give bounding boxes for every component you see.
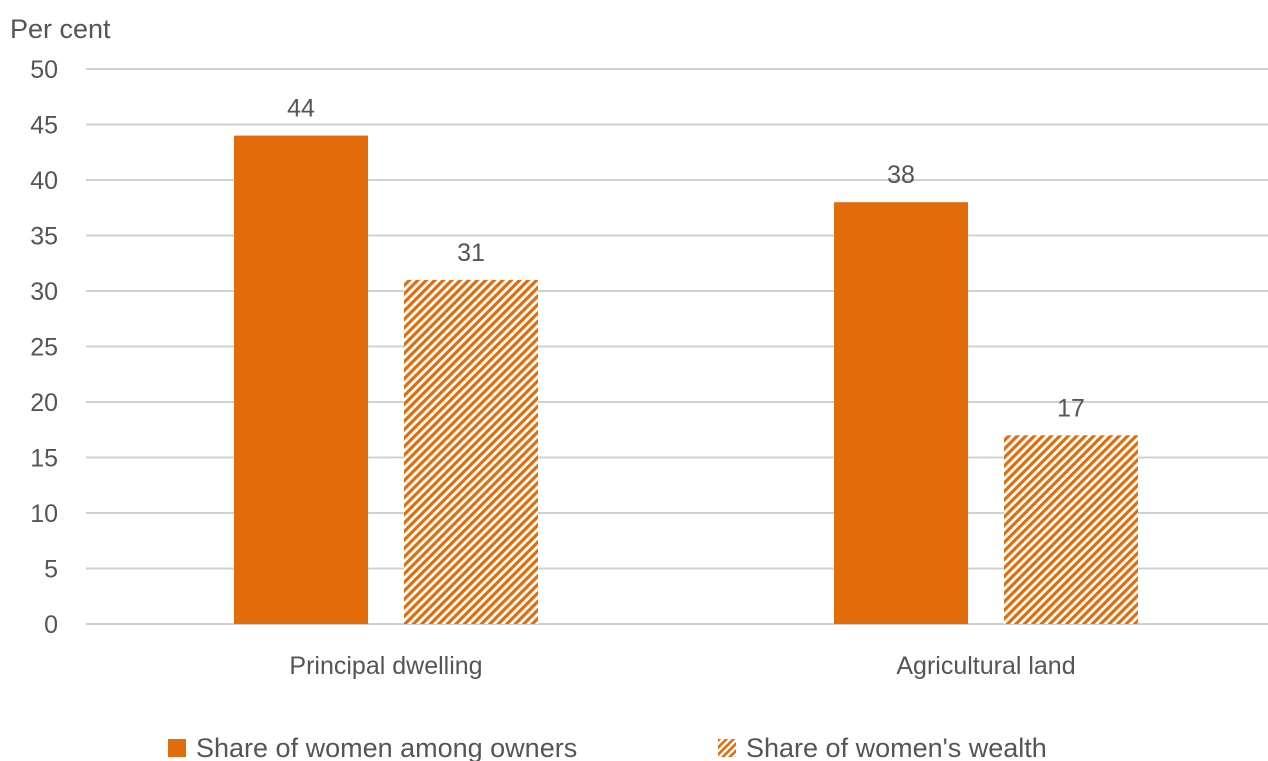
bar-wealth-0 (404, 279, 538, 624)
category-label: Principal dwelling (289, 652, 482, 680)
data-label: 38 (887, 161, 915, 189)
bar-owners-1 (834, 202, 968, 624)
legend: Share of women among owners Share of wome… (168, 733, 1047, 761)
data-label: 17 (1057, 394, 1085, 422)
y-tick-label: 25 (30, 334, 58, 362)
y-tick-label: 20 (30, 389, 58, 417)
category-label: Agricultural land (896, 652, 1075, 680)
y-tick-label: 30 (30, 278, 58, 306)
data-label: 31 (457, 239, 485, 267)
legend-swatch-0 (168, 739, 186, 757)
y-tick-label: 10 (30, 500, 58, 528)
legend-label: Share of women's wealth (746, 733, 1047, 761)
category-labels: Principal dwelling Agricultural land (289, 652, 1075, 680)
y-tick-label: 0 (44, 611, 58, 639)
y-unit-label: Per cent (10, 14, 111, 44)
y-tick-label: 40 (30, 167, 58, 195)
data-labels: 44 31 38 17 (287, 95, 1085, 423)
y-tick-label: 50 (30, 56, 58, 84)
y-axis-ticks: 0 5 10 15 20 25 30 35 40 45 50 (30, 56, 58, 639)
y-tick-label: 45 (30, 112, 58, 140)
y-tick-label: 15 (30, 445, 58, 473)
bar-wealth-1 (1004, 435, 1138, 624)
bar-owners-0 (234, 135, 368, 624)
bars (234, 135, 1138, 624)
data-label: 44 (287, 95, 315, 123)
legend-label: Share of women among owners (196, 733, 577, 761)
legend-swatch-1 (718, 739, 736, 757)
y-tick-label: 35 (30, 223, 58, 251)
y-tick-label: 5 (44, 556, 58, 584)
